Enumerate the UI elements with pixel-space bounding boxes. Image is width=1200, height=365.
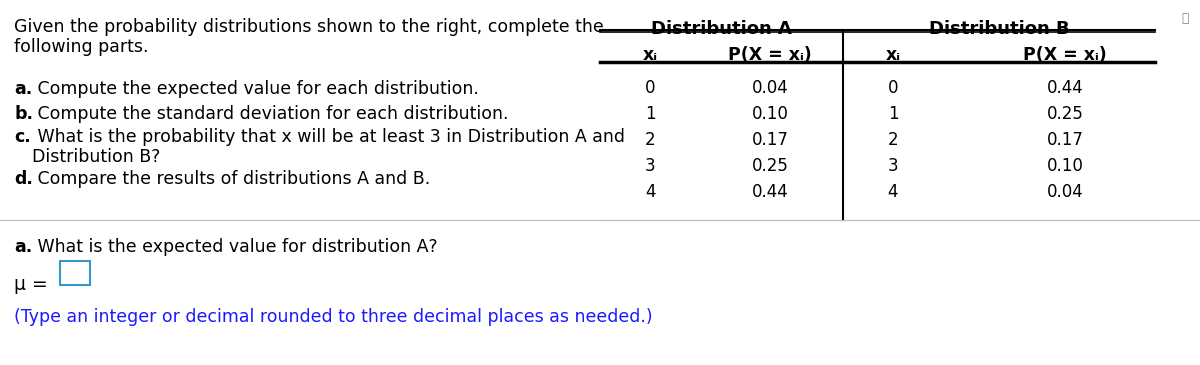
Text: 0: 0 [888, 79, 899, 97]
Text: What is the expected value for distribution A?: What is the expected value for distribut… [32, 238, 438, 256]
Text: (Type an integer or decimal rounded to three decimal places as needed.): (Type an integer or decimal rounded to t… [14, 308, 653, 326]
Text: Distribution B?: Distribution B? [32, 148, 161, 166]
Text: Distribution A: Distribution A [652, 20, 792, 38]
Bar [60, 261, 90, 285]
Text: b.: b. [14, 105, 34, 123]
Text: 0.10: 0.10 [1046, 157, 1084, 175]
Text: following parts.: following parts. [14, 38, 149, 56]
Text: Compute the expected value for each distribution.: Compute the expected value for each dist… [32, 80, 479, 98]
Text: 0.25: 0.25 [1046, 105, 1084, 123]
Text: 4: 4 [644, 183, 655, 201]
Text: 0.44: 0.44 [751, 183, 788, 201]
Text: Given the probability distributions shown to the right, complete the: Given the probability distributions show… [14, 18, 604, 36]
Text: 0.25: 0.25 [751, 157, 788, 175]
Text: 0.04: 0.04 [1046, 183, 1084, 201]
Text: P(X = xᵢ): P(X = xᵢ) [728, 46, 812, 64]
Text: 0: 0 [644, 79, 655, 97]
Text: 0.17: 0.17 [751, 131, 788, 149]
Text: What is the probability that x will be at least 3 in Distribution A and: What is the probability that x will be a… [32, 128, 625, 146]
Text: 4: 4 [888, 183, 899, 201]
Text: 1: 1 [888, 105, 899, 123]
Text: xᵢ: xᵢ [886, 46, 900, 64]
Text: 0.04: 0.04 [751, 79, 788, 97]
Text: a.: a. [14, 80, 32, 98]
Text: 2: 2 [644, 131, 655, 149]
Text: Distribution B: Distribution B [929, 20, 1069, 38]
Text: c.: c. [14, 128, 31, 146]
Text: xᵢ: xᵢ [642, 46, 658, 64]
Text: Compare the results of distributions A and B.: Compare the results of distributions A a… [32, 170, 431, 188]
Text: Compute the standard deviation for each distribution.: Compute the standard deviation for each … [32, 105, 509, 123]
Text: 2: 2 [888, 131, 899, 149]
Text: P(X = xᵢ): P(X = xᵢ) [1024, 46, 1106, 64]
Text: 3: 3 [644, 157, 655, 175]
Text: a.: a. [14, 238, 32, 256]
Text: ⧄: ⧄ [1181, 12, 1189, 25]
Text: 0.10: 0.10 [751, 105, 788, 123]
Text: 1: 1 [644, 105, 655, 123]
Text: μ =: μ = [14, 275, 48, 294]
Text: 0.17: 0.17 [1046, 131, 1084, 149]
Text: 0.44: 0.44 [1046, 79, 1084, 97]
Text: 3: 3 [888, 157, 899, 175]
Text: d.: d. [14, 170, 32, 188]
